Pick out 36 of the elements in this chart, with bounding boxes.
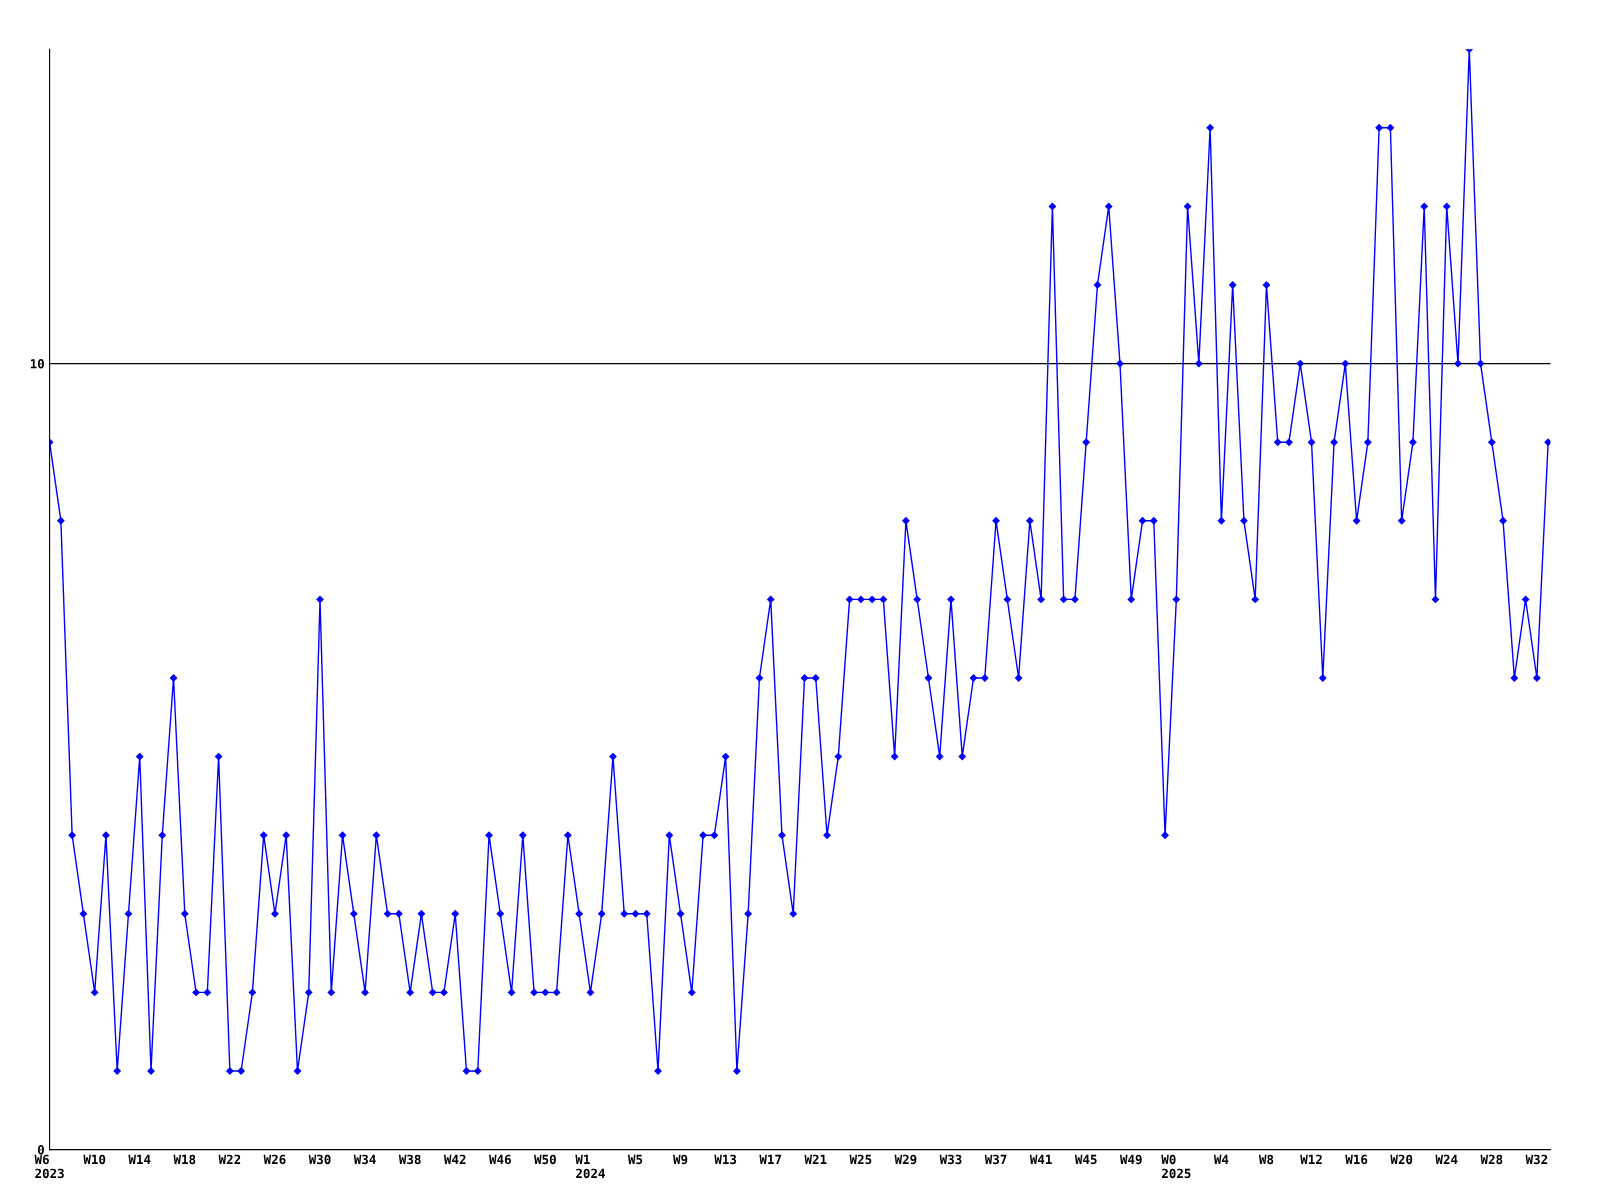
x-tick-label: W45 bbox=[1074, 1154, 1097, 1165]
x-tick-label: W32 bbox=[1525, 1154, 1548, 1165]
x-tick-label: W25 bbox=[849, 1154, 872, 1165]
x-tick-label: W34 bbox=[353, 1154, 376, 1165]
x-tick-label: W6 2023 bbox=[34, 1154, 64, 1179]
x-tick-label: W22 bbox=[218, 1154, 241, 1164]
x-tick-label: W8 bbox=[1258, 1154, 1274, 1165]
x-tick-label: W16 bbox=[1345, 1154, 1368, 1165]
x-tick-label: W29 bbox=[894, 1154, 917, 1165]
x-tick-label: W0 2025 bbox=[1161, 1154, 1191, 1179]
x-tick-label: W50 bbox=[534, 1154, 556, 1165]
x-tick-label: W30 bbox=[308, 1154, 331, 1165]
x-tick-label: W5 bbox=[627, 1154, 643, 1165]
x-tick-label: W17 bbox=[759, 1154, 782, 1164]
x-tick-label: W4 bbox=[1213, 1154, 1229, 1164]
y-tick-label: 10 bbox=[30, 359, 44, 369]
x-tick-label: W18 bbox=[173, 1154, 196, 1165]
x-tick-label: W13 bbox=[714, 1154, 737, 1165]
x-tick-label: W14 bbox=[128, 1154, 151, 1164]
x-tick-label: W12 bbox=[1300, 1154, 1322, 1164]
x-tick-label: W38 bbox=[398, 1154, 421, 1165]
x-tick-label: W1 2024 bbox=[575, 1154, 605, 1179]
x-tick-label: W9 bbox=[673, 1154, 688, 1165]
x-tick-label: W33 bbox=[939, 1154, 962, 1165]
x-tick-label: W24 bbox=[1435, 1154, 1458, 1164]
x-tick-label: W42 bbox=[443, 1154, 466, 1164]
x-tick-label: W37 bbox=[984, 1154, 1007, 1165]
x-tick-label: W10 bbox=[83, 1154, 106, 1165]
x-tick-label: W41 bbox=[1029, 1154, 1052, 1164]
x-tick-label: W20 bbox=[1390, 1154, 1413, 1165]
x-tick-label: W28 bbox=[1480, 1154, 1503, 1165]
x-tick-label: W49 bbox=[1119, 1154, 1142, 1165]
y-tick-label: 0 bbox=[37, 1145, 44, 1155]
x-tick-label: W26 bbox=[263, 1154, 286, 1165]
x-tick-label: W46 bbox=[489, 1154, 511, 1165]
x-tick-label: W21 bbox=[804, 1154, 827, 1164]
